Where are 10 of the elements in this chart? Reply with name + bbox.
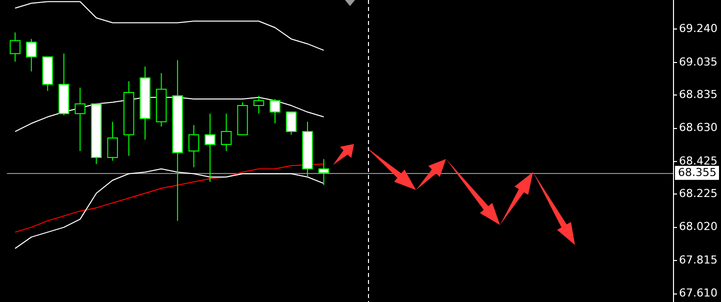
y-tick-label: 69.240 [679,22,718,36]
y-tick-label: 68.425 [679,154,718,168]
y-tick-label: 68.630 [679,121,718,134]
y-tick-label: 68.225 [679,186,718,200]
y-tick-label: 68.835 [679,88,718,101]
y-tick-label: 67.610 [679,286,718,300]
y-tick-label: 69.035 [679,55,718,68]
y-tick-label: 67.815 [679,253,718,266]
y-tick-label: 68.020 [679,220,718,234]
ref-line-label: 68.355 [678,166,716,179]
